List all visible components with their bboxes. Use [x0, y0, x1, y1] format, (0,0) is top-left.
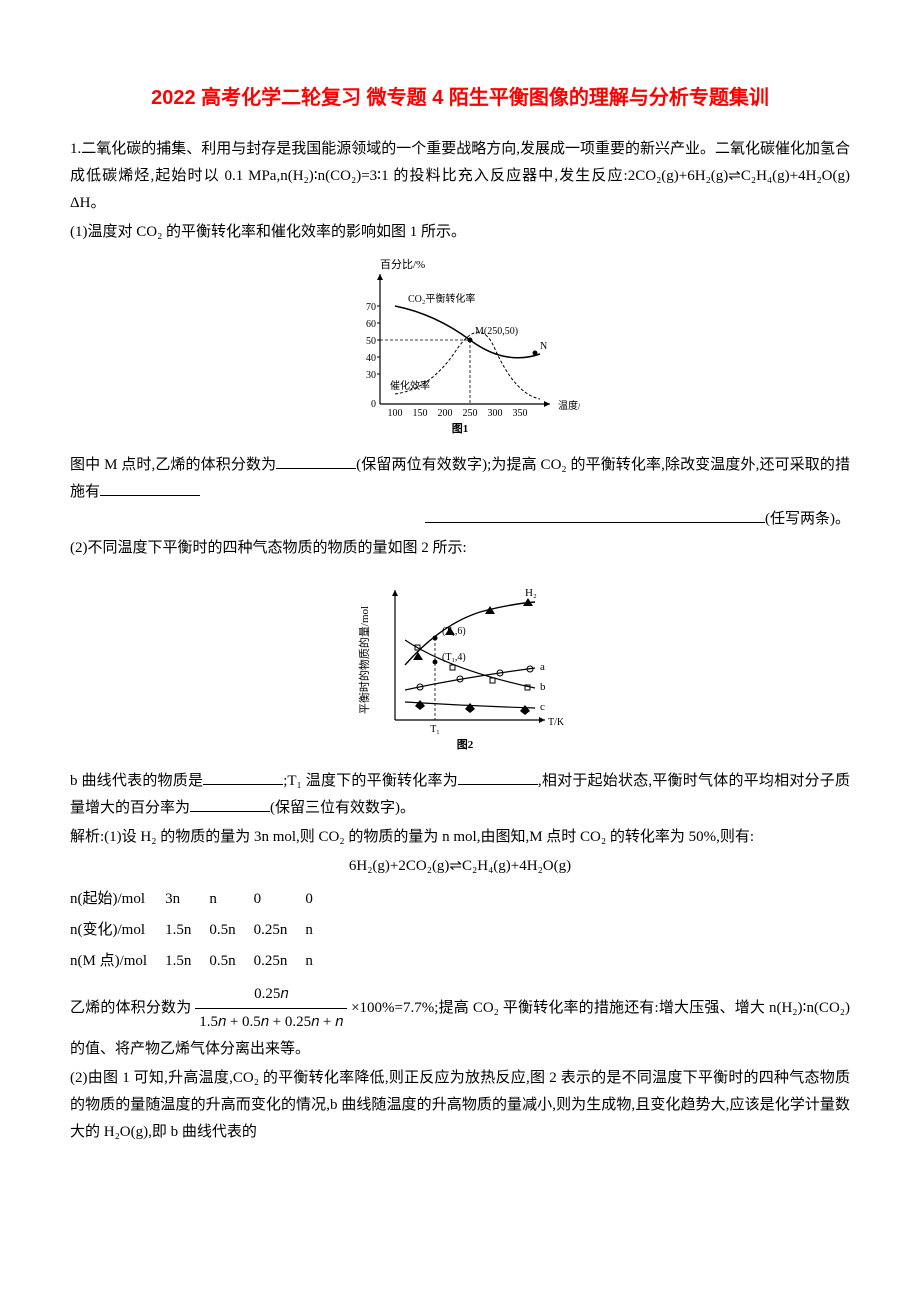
fig1-caption: 图1 [452, 422, 469, 434]
q1-p2b-line: b 曲线代表的物质是;T₁ 温度下的平衡转化率为,相对于起始状态,平衡时气体的平… [70, 768, 850, 822]
fig1-pointM: M(250,50) [475, 326, 518, 337]
fig1-ylabel: 百分比/% [380, 258, 425, 271]
cell: n(M 点)/mol [70, 946, 165, 977]
sol1: 解析:(1)设 H₂ 的物质的量为 3n mol,则 CO₂ 的物质的量为 n … [70, 824, 850, 851]
cell: 0.25n [254, 915, 306, 946]
frac-den: 1.5𝑛 + 0.5𝑛 + 0.25𝑛 + 𝑛 [195, 1009, 347, 1036]
table-row: n(M 点)/mol1.5n0.5n0.25nn [70, 946, 331, 977]
fig1-yt0: 0 [371, 399, 376, 410]
cell: 1.5n [165, 946, 209, 977]
sol2-line: 乙烯的体积分数为 0.25𝑛 1.5𝑛 + 0.5𝑛 + 0.25𝑛 + 𝑛 ×… [70, 981, 850, 1063]
fig2-xtick: T₁ [430, 724, 440, 735]
table-row: n(变化)/mol1.5n0.5n0.25nn [70, 915, 331, 946]
q1-p1b: 图中 M 点时,乙烯的体积分数为 [70, 457, 276, 473]
fig1-xt3: 250 [463, 408, 478, 419]
cell: 0 [305, 884, 331, 915]
blank-4[interactable] [203, 769, 283, 785]
fig2-ylabel: 平衡时的物质的量/mol [357, 606, 371, 714]
fig2-c: c [540, 701, 545, 713]
fig1-yt3: 50 [366, 336, 376, 347]
cell: 0.5n [209, 915, 253, 946]
fig1-yt5: 70 [366, 302, 376, 313]
cell: 0.5n [209, 946, 253, 977]
fig2-caption: 图2 [457, 738, 474, 750]
figure-1: 百分比/% 0 30 40 50 60 70 100 150 200 250 3… [70, 254, 850, 444]
cell: n(变化)/mol [70, 915, 165, 946]
fraction: 0.25𝑛 1.5𝑛 + 0.5𝑛 + 0.25𝑛 + 𝑛 [195, 981, 347, 1036]
q1-p1d: (任写两条)。 [765, 511, 850, 527]
cell: n(起始)/mol [70, 884, 165, 915]
cell: 1.5n [165, 915, 209, 946]
frac-num: 0.25𝑛 [195, 981, 347, 1009]
q1-p2: (2)不同温度下平衡时的四种气态物质的物质的量如图 2 所示: [70, 535, 850, 562]
fig1-xlabel: 温度/℃ [558, 399, 580, 412]
blank-6[interactable] [190, 796, 270, 812]
fig1-xt0: 100 [388, 408, 403, 419]
eqn: 6H₂(g)+2CO₂(g)⇌C₂H₄(g)+4H₂O(g) [70, 853, 850, 880]
fig1-series1: CO₂平衡转化率 [408, 292, 475, 305]
fig2-xlabel: T/K [548, 717, 565, 728]
q1-p1: (1)温度对 CO₂ 的平衡转化率和催化效率的影响如图 1 所示。 [70, 219, 850, 246]
q1-p2b: b 曲线代表的物质是 [70, 773, 203, 789]
blank-5[interactable] [458, 769, 538, 785]
calc-table: n(起始)/mol3nn00 n(变化)/mol1.5n0.5n0.25nn n… [70, 884, 331, 977]
sol2a: 乙烯的体积分数为 [70, 1000, 191, 1016]
page-title: 2022 高考化学二轮复习 微专题 4 陌生平衡图像的理解与分析专题集训 [70, 80, 850, 116]
q1-p1d-line: (任写两条)。 [70, 506, 850, 533]
blank-3[interactable] [425, 507, 765, 523]
q1-p2e: (保留三位有效数字)。 [270, 800, 415, 816]
fig1-yt1: 30 [366, 370, 376, 381]
sol3: (2)由图 1 可知,升高温度,CO₂ 的平衡转化率降低,则正反应为放热反应,图… [70, 1065, 850, 1146]
fig2-h2: H₂ [525, 587, 537, 599]
fig1-series2: 催化效率 [390, 379, 430, 392]
fig1-yt2: 40 [366, 353, 376, 364]
fig1-xt1: 150 [413, 408, 428, 419]
q1-p1b-line: 图中 M 点时,乙烯的体积分数为(保留两位有效数字);为提高 CO₂ 的平衡转化… [70, 452, 850, 506]
fig1-yt4: 60 [366, 319, 376, 330]
cell: 3n [165, 884, 209, 915]
fig1-pointN: N [540, 341, 547, 352]
fig2-pt1: (T₁,6) [442, 626, 466, 637]
figure-2: 平衡时的物质的量/mol T/K H₂ a b c (T₁,6) (T₁,4) … [70, 570, 850, 760]
table-row: n(起始)/mol3nn00 [70, 884, 331, 915]
fig1-xt4: 300 [488, 408, 503, 419]
fig1-xt2: 200 [438, 408, 453, 419]
cell: 0.25n [254, 946, 306, 977]
cell: n [305, 946, 331, 977]
fig2-b: b [540, 681, 546, 693]
cell: n [209, 884, 253, 915]
cell: n [305, 915, 331, 946]
fig1-xt5: 350 [513, 408, 528, 419]
blank-1[interactable] [276, 453, 356, 469]
cell: 0 [254, 884, 306, 915]
fig2-pt2: (T₁,4) [442, 652, 466, 663]
blank-2[interactable] [100, 480, 200, 496]
q1-intro: 1.二氧化碳的捕集、利用与封存是我国能源领域的一个重要战略方向,发展成一项重要的… [70, 136, 850, 217]
q1-p2c: ;T₁ 温度下的平衡转化率为 [283, 773, 458, 789]
fig2-a: a [540, 661, 545, 673]
